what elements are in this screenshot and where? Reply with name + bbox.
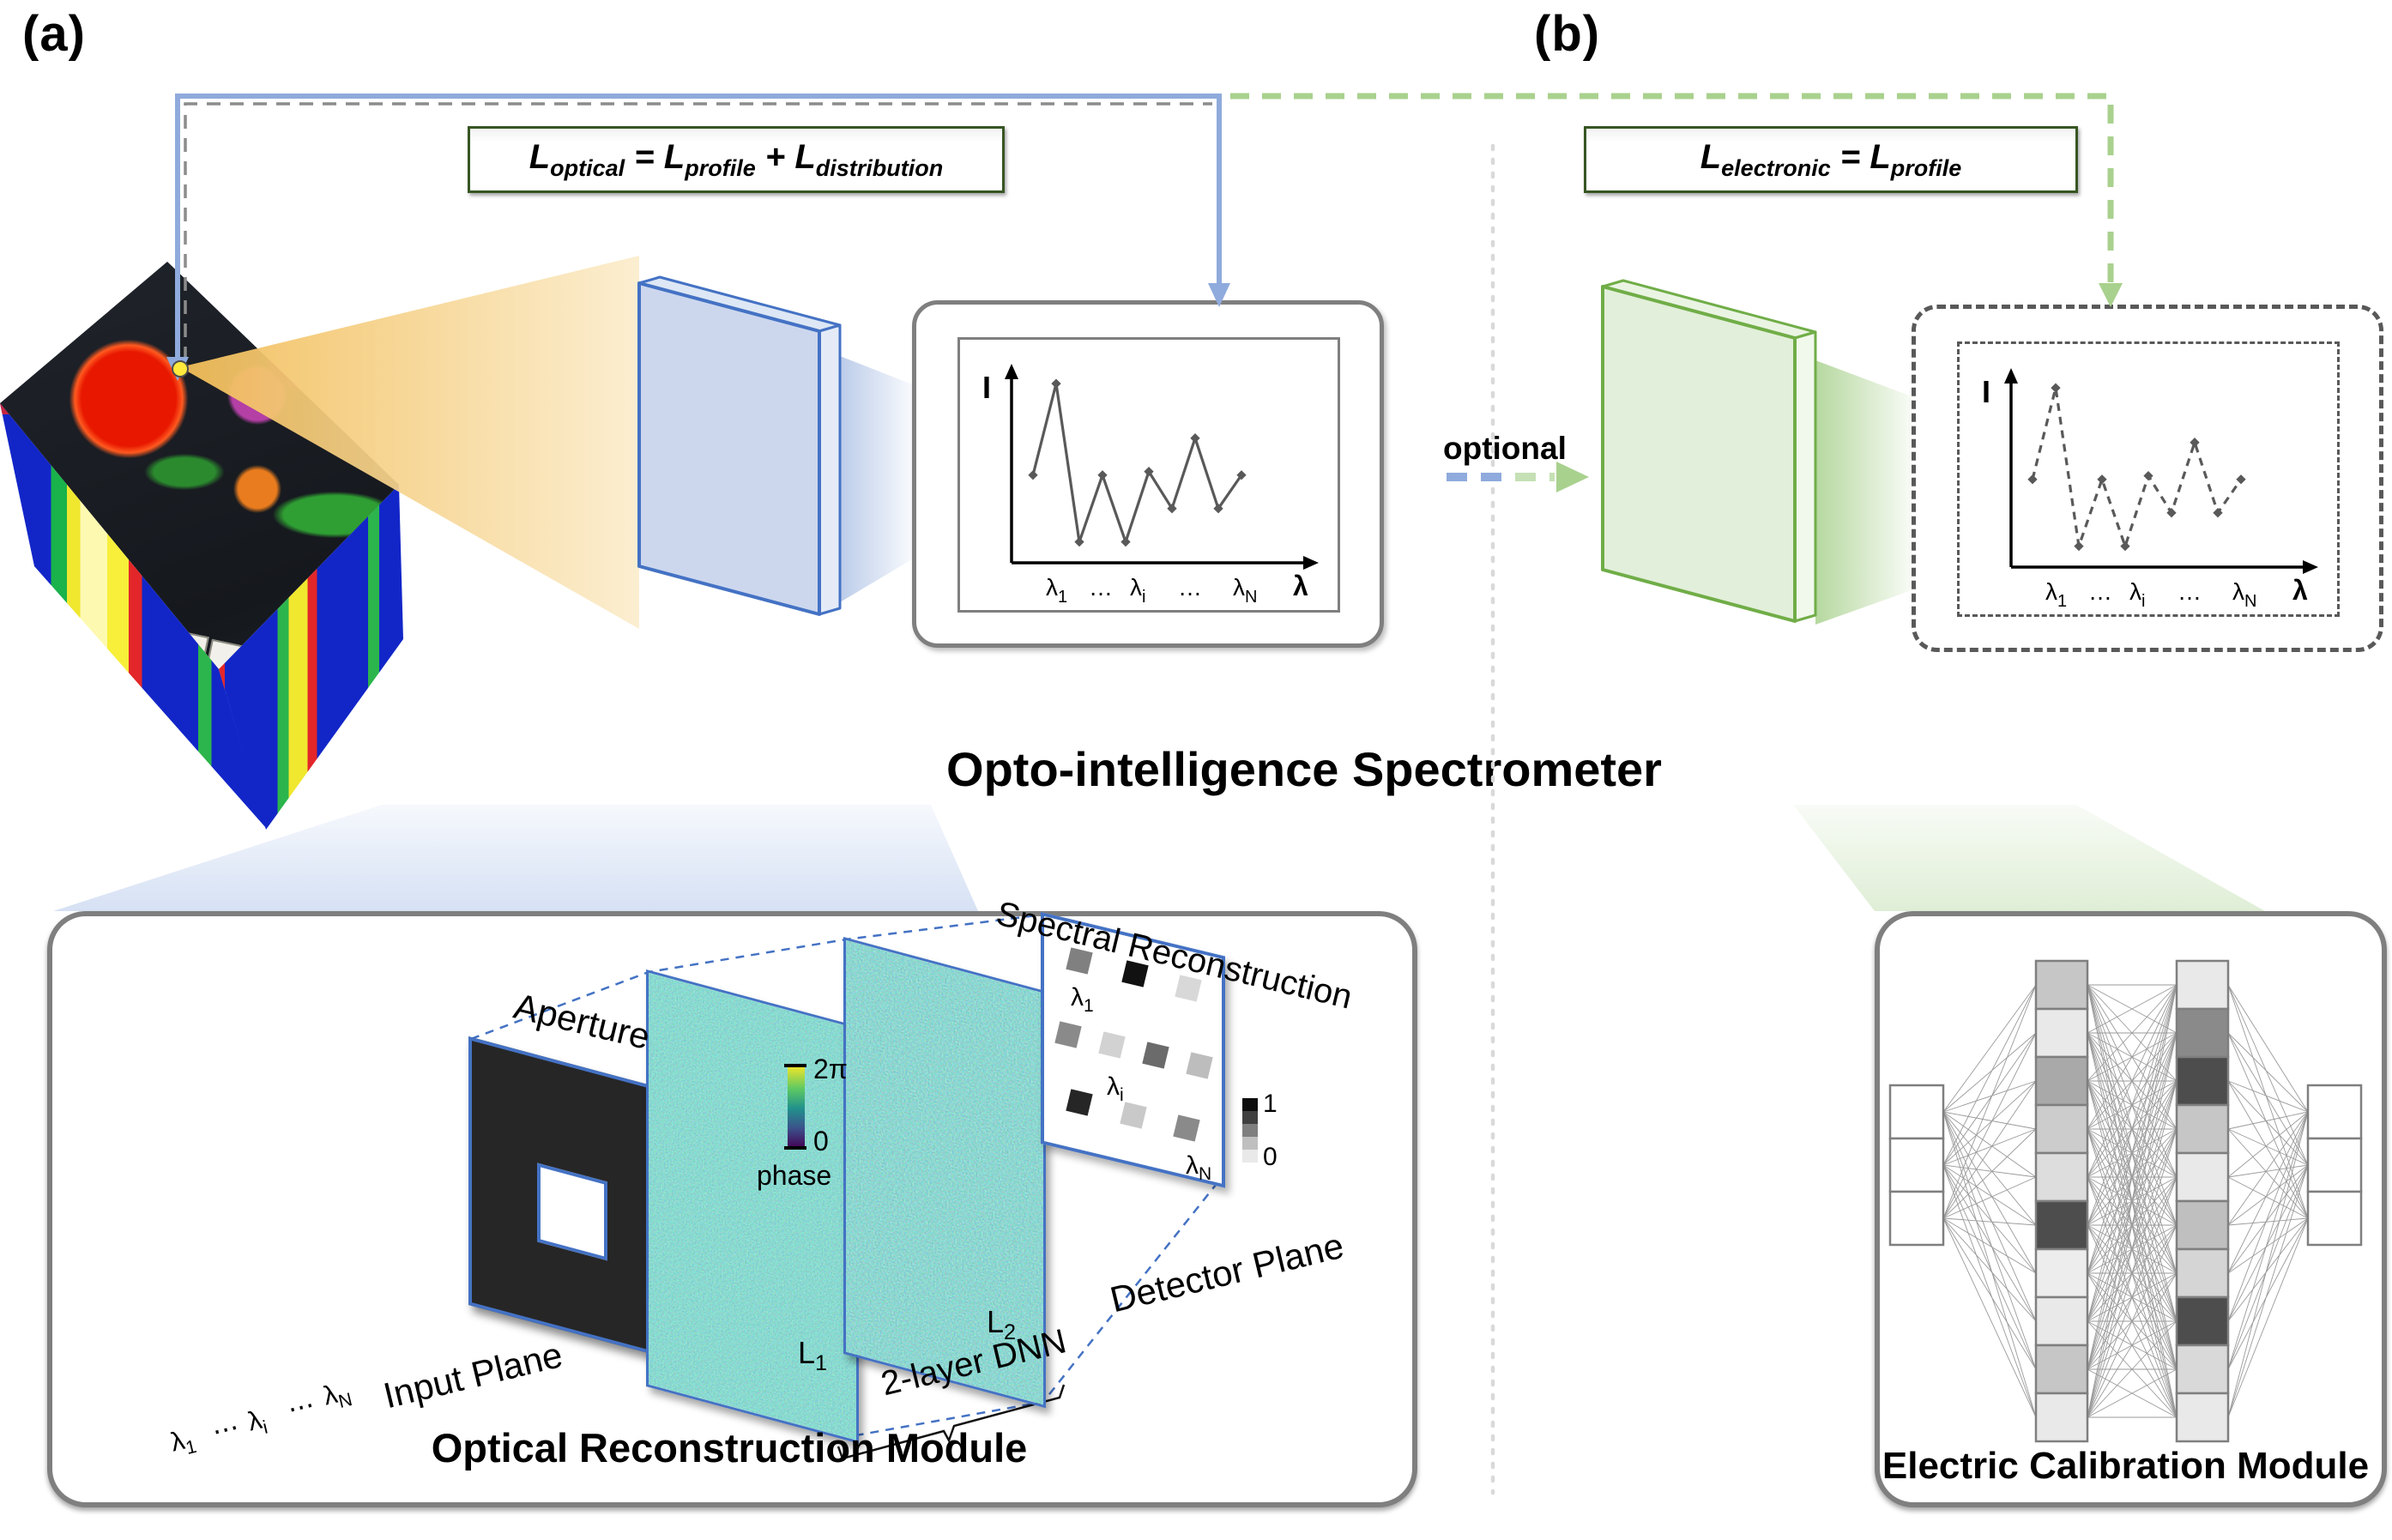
nn-cell (2175, 1247, 2230, 1299)
svg-text:…: … (2088, 578, 2112, 605)
electric-calibration-module (1875, 911, 2387, 1507)
spectrum-chart-optical: Iλ1… λi… λN λ (982, 364, 1319, 607)
panel-a-label: (a) (22, 6, 86, 62)
main-title: Opto-intelligence Spectrometer (946, 742, 1662, 796)
optical-loss-path (175, 94, 1222, 364)
electronic-loss-formula: Lelectronic = Lprofile (1700, 137, 1962, 181)
nn-cell (2034, 1392, 2089, 1443)
electronic-loss-formula-box: Lelectronic = Lprofile (1584, 126, 2078, 193)
detector-colorbar-max-label: 1 (1263, 1090, 1278, 1118)
electronic-loss-path (1230, 93, 2114, 290)
phase-colorbar-top-tick (784, 1064, 806, 1067)
phase-colorbar (784, 1064, 806, 1150)
electronic-plate (1601, 279, 1817, 623)
neural-network-diagram (1888, 959, 2363, 1443)
nn-cell (2034, 1007, 2089, 1059)
phase-colorbar-bottom-tick (784, 1146, 806, 1150)
svg-text:…: … (1178, 574, 1202, 601)
optional-label: optional (1443, 431, 1567, 466)
nn-cell (2175, 1295, 2230, 1347)
detector-pattern-overlay: λ1 λi λN (1041, 912, 1264, 1195)
optical-module-title: Optical Reconstruction Module (431, 1425, 1028, 1471)
svg-text:I: I (1982, 374, 1990, 409)
nn-cell (2306, 1084, 2363, 1140)
nn-cell (2034, 1247, 2089, 1299)
nn-cell (2175, 1392, 2230, 1443)
nn-cell (2175, 1007, 2230, 1059)
detector-colorbar-min-label: 0 (1263, 1143, 1278, 1171)
nn-cell (2175, 1151, 2230, 1203)
l1-label: L1 (798, 1335, 828, 1376)
svg-text:I: I (982, 370, 991, 405)
plane-connector-top-dashed (470, 913, 1044, 1041)
nn-cell (2034, 1055, 2089, 1107)
nn-cell (1888, 1190, 1945, 1247)
optional-arrowhead (1556, 462, 1589, 492)
gray-dashed-guide (184, 102, 1212, 360)
l2-label: L2 (987, 1304, 1017, 1345)
phase-colorbar-max-label: 2π (813, 1054, 848, 1084)
svg-text:λi: λi (2129, 578, 2145, 611)
detector-colorbar (1242, 1098, 1258, 1163)
optical-module-wedge (53, 805, 978, 911)
panel-b-label: (b) (1534, 6, 1601, 62)
phase-colorbar-label: phase (757, 1160, 832, 1191)
phase-mask-l2 (843, 937, 1046, 1409)
svg-text:λ: λ (1293, 571, 1308, 601)
sampling-point-dot (172, 360, 189, 377)
optical-loss-formula: Loptical = Lprofile + Ldistribution (529, 137, 944, 181)
electric-module-title: Electric Calibration Module (1882, 1445, 2370, 1487)
nn-cell (2306, 1190, 2363, 1247)
nn-cell (2175, 1199, 2230, 1251)
nn-cell (1888, 1084, 1945, 1140)
hyperspectral-cube (0, 0, 480, 867)
green-plate-funnel (1815, 360, 1912, 625)
light-beam (180, 256, 639, 629)
electronic-loss-arrowhead-box (2099, 283, 2123, 307)
svg-text:λ: λ (2292, 575, 2308, 606)
svg-text:λi: λi (1130, 574, 1145, 607)
optical-loss-arrowhead-box (1208, 283, 1230, 307)
nn-cell (2175, 1055, 2230, 1107)
phase-colorbar-min-label: 0 (813, 1126, 829, 1157)
electric-module-wedge (1793, 805, 2265, 911)
nn-cell (1888, 1137, 1945, 1193)
detector-lambda-N: λN (1186, 1151, 1212, 1184)
dnn-brace (837, 1384, 1066, 1460)
svg-text:…: … (2178, 578, 2202, 605)
optical-dnn-plate (637, 275, 842, 616)
detector-lambda-1: λ1 (1071, 983, 1094, 1016)
optical-loss-formula-box: Loptical = Lprofile + Ldistribution (468, 126, 1005, 193)
spectrum-chart-electronic: Iλ1… λi… λN λ (1982, 368, 2318, 611)
blue-plate-funnel (840, 356, 912, 602)
svg-text:…: … (1089, 574, 1113, 601)
detector-lambda-i: λi (1107, 1072, 1124, 1105)
